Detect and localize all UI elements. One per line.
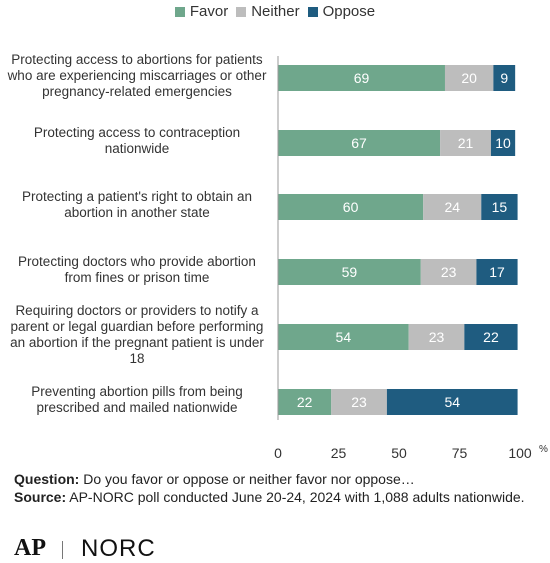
legend-label: Favor <box>189 3 229 20</box>
data-label: 15 <box>492 199 508 215</box>
logo-bar: AP NORC <box>14 535 274 562</box>
question-label: Question: <box>14 471 80 487</box>
source-line: Source: AP-NORC poll conducted June 20-2… <box>14 488 539 506</box>
data-label: 10 <box>495 135 511 151</box>
legend-swatch <box>236 6 247 17</box>
bar-favor <box>278 389 332 415</box>
legend-item-oppose: Oppose <box>307 3 376 20</box>
data-label: 22 <box>483 329 499 345</box>
x-tick-label: 50 <box>391 445 407 461</box>
legend-item-favor: Favor <box>174 3 229 20</box>
stacked-bar-chart: 69 20 9 67 21 10 60 24 15 59 23 17 54 23 22 22 23 54 0 25 50… <box>274 56 548 461</box>
question-text: Do you favor or oppose or neither favor … <box>83 471 415 487</box>
bar-oppose <box>464 324 518 350</box>
bar-neither <box>331 389 387 415</box>
legend-label: Oppose <box>322 3 376 20</box>
data-label: 54 <box>336 329 352 345</box>
x-unit-label: % <box>539 444 548 455</box>
bar-favor <box>278 130 441 156</box>
data-label: 23 <box>429 329 445 345</box>
legend-label: Neither <box>251 3 300 20</box>
category-label: Protecting access to abortions for patie… <box>7 52 267 99</box>
bar-favor <box>278 194 424 220</box>
legend-item-neither: Neither <box>236 3 300 20</box>
question-line: Question: Do you favor or oppose or neit… <box>14 470 539 488</box>
bar-oppose <box>493 65 516 91</box>
bar-oppose <box>481 194 518 220</box>
chart-footer: Question: Do you favor or oppose or neit… <box>14 470 539 506</box>
legend-swatch <box>307 6 318 17</box>
bar-favor <box>278 65 445 91</box>
data-label: 9 <box>500 70 508 86</box>
data-label: 54 <box>444 394 460 410</box>
data-label: 59 <box>342 264 358 280</box>
bar-oppose <box>386 389 518 415</box>
bar-oppose <box>490 130 516 156</box>
logo-divider <box>62 541 63 559</box>
bar-neither <box>423 194 482 220</box>
data-label: 69 <box>354 70 370 86</box>
data-label: 17 <box>489 264 505 280</box>
chart-legend: Favor Neither Oppose <box>0 3 550 20</box>
data-label: 23 <box>351 394 367 410</box>
category-label: Preventing abortion pills from being pre… <box>31 384 243 415</box>
bar-neither <box>420 259 477 285</box>
data-label: 20 <box>461 70 477 86</box>
bar-favor <box>278 324 409 350</box>
legend-swatch <box>174 6 185 17</box>
bar-neither <box>440 130 491 156</box>
bar-favor <box>278 259 421 285</box>
bar-oppose <box>476 259 518 285</box>
category-label: Protecting access to contraception natio… <box>33 125 241 156</box>
data-label: 67 <box>351 135 367 151</box>
bar-neither <box>444 65 494 91</box>
x-tick-label: 75 <box>452 445 468 461</box>
x-tick-label: 0 <box>274 445 282 461</box>
x-tick-label: 25 <box>331 445 347 461</box>
x-tick-label: 100 <box>508 445 532 461</box>
norc-logo: NORC <box>81 535 156 562</box>
data-label: 22 <box>297 394 313 410</box>
source-label: Source: <box>14 489 67 505</box>
bar-neither <box>408 324 465 350</box>
category-label: Requiring doctors or providers to notify… <box>10 303 264 366</box>
data-label: 21 <box>458 135 474 151</box>
source-text: AP-NORC poll conducted June 20-24, 2024 … <box>69 489 525 505</box>
ap-logo: AP <box>14 535 46 561</box>
category-label: Protecting a patient's right to obtain a… <box>22 189 252 220</box>
category-label: Protecting doctors who provide abortion … <box>18 254 256 285</box>
data-label: 23 <box>441 264 457 280</box>
data-label: 60 <box>343 199 359 215</box>
data-label: 24 <box>444 199 460 215</box>
